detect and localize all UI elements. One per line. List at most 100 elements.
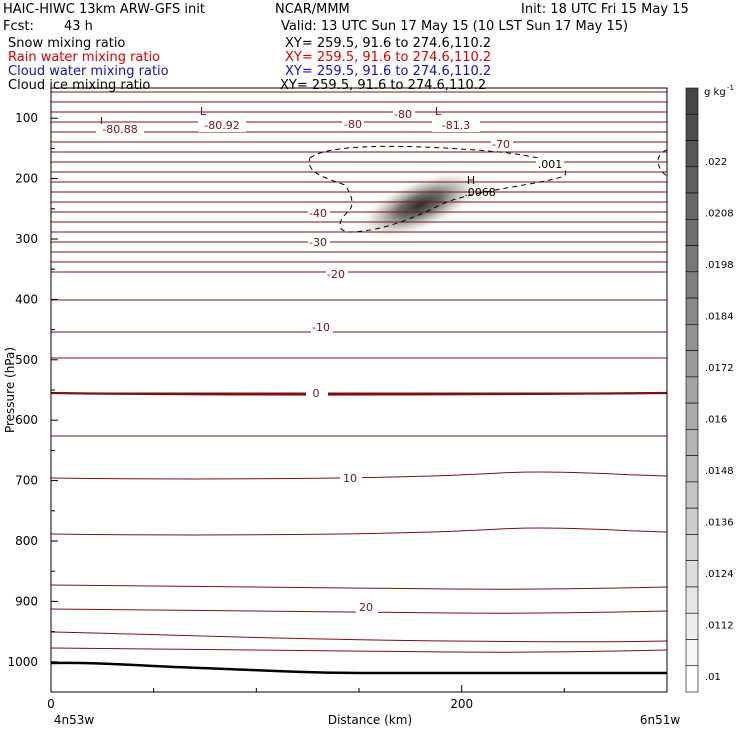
contour-label: -80	[394, 108, 412, 121]
minimum-value: -80.92	[204, 119, 239, 132]
colorbar-swatch	[685, 534, 699, 561]
contour-labels: -80-70-40-30-20-1001020L-80.88L-80.92L-8…	[96, 105, 564, 614]
contour-label-background	[311, 322, 333, 334]
colorbar-label: .0172	[705, 363, 734, 374]
y-tick-label: 800	[15, 534, 38, 548]
y-tick-label: 900	[15, 594, 38, 608]
contour-label-background	[342, 118, 364, 130]
y-tick-label: 1000	[7, 655, 38, 669]
colorbar-swatch	[685, 271, 699, 299]
cloud-contours	[308, 145, 667, 233]
colorbar-swatch	[685, 350, 699, 378]
y-tick-label: 200	[15, 172, 38, 186]
center-title: NCAR/MMM	[275, 2, 350, 17]
temperature-contour-line	[51, 527, 667, 536]
contour-label: 20	[359, 601, 373, 614]
contour-label-background	[340, 473, 362, 485]
x-endpoint-start: 4n53w	[54, 713, 95, 727]
temperature-contour-line	[51, 471, 667, 480]
colorbar-label: .0112	[705, 621, 734, 632]
colorbar-unit: g kg	[704, 87, 726, 98]
y-axis-label: Pressure (hPa)	[3, 347, 17, 433]
colorbar-swatch	[685, 166, 699, 194]
colorbar-swatch	[685, 324, 699, 351]
colorbar-swatch	[685, 113, 699, 141]
forecast-hour: 43 h	[64, 19, 93, 34]
colorbar-swatch	[685, 507, 699, 535]
cloud-contour-label: .001	[538, 158, 563, 171]
contour-label-background	[198, 120, 246, 132]
temperature-contour-line	[51, 584, 667, 590]
contour-label-background	[308, 237, 330, 249]
contour-label-background	[536, 158, 564, 170]
contour-label-background	[491, 139, 513, 151]
minimum-mark: L	[100, 115, 107, 128]
colorbar-swatch	[685, 481, 699, 509]
contour-label: -10	[312, 321, 330, 334]
y-tick-label: 400	[15, 292, 38, 306]
field-rain-xy: XY= 259.5, 91.6 to 274.6,110.2	[285, 50, 492, 65]
contour-label-background	[306, 388, 328, 400]
colorbar-swatch	[685, 87, 699, 115]
field-cloudwater-xy: XY= 259.5, 91.6 to 274.6,110.2	[285, 64, 492, 79]
colorbar-swatch	[685, 219, 699, 246]
colorbar-swatch	[685, 402, 699, 430]
y-tick-label: 600	[15, 413, 38, 427]
colorbar-label: .0184	[705, 312, 734, 323]
valid-time: Valid: 13 UTC Sun 17 May 15 (10 LST Sun …	[281, 19, 629, 34]
temperature-contour-line	[51, 608, 667, 614]
field-snow-xy: XY= 259.5, 91.6 to 274.6,110.2	[285, 36, 492, 51]
contour-label: -80	[344, 118, 362, 131]
contour-label: -20	[327, 268, 345, 281]
contour-label: -30	[309, 236, 327, 249]
cloud-ice-shading	[356, 169, 484, 241]
cloud-contour-main	[308, 145, 567, 233]
colorbar-label: .01	[705, 672, 721, 683]
contour-label-background	[308, 208, 330, 220]
y-tick-label: 500	[15, 353, 38, 367]
cloud-contour-edge	[657, 149, 667, 177]
contour-label: -70	[492, 138, 510, 151]
x-endpoint-end: 6n51w	[640, 713, 681, 727]
contour-label: 10	[343, 472, 357, 485]
terrain-line	[50, 661, 667, 675]
colorbar-label: .0208	[705, 209, 734, 220]
contour-label-background	[356, 602, 378, 614]
field-cloudwater-name: Cloud water mixing ratio	[8, 64, 169, 79]
minimum-value: -81.3	[442, 119, 470, 132]
contour-label-background	[326, 269, 348, 281]
cloud-ice-maximum-shading	[356, 169, 484, 241]
colorbar-swatch	[685, 586, 699, 614]
colorbar-label: .0148	[705, 466, 734, 477]
minimum-mark: L	[200, 105, 207, 118]
colorbar-label: .022	[705, 157, 727, 168]
colorbar-swatch	[685, 140, 699, 168]
x-tick-label: 200	[450, 697, 473, 711]
colorbar-swatch	[685, 376, 699, 404]
field-cloudice-xy: XY= 259.5, 91.6 to 274.6,110.2	[280, 78, 487, 93]
temperature-contour-line	[51, 631, 667, 643]
y-tick-label: 100	[15, 111, 38, 125]
field-snow-name: Snow mixing ratio	[8, 36, 126, 51]
colorbar-swatch	[685, 665, 699, 693]
x-tick-label: 0	[47, 697, 55, 711]
contour-label-background	[393, 109, 415, 121]
colorbar-swatch	[685, 192, 699, 220]
colorbar-swatch	[685, 560, 699, 588]
temperature-contour-line	[51, 647, 667, 653]
minimum-value: -80.88	[102, 123, 137, 136]
y-tick-label: 700	[15, 474, 38, 488]
ice-maximum-value: .0068	[464, 186, 496, 199]
contour-label-background	[432, 120, 480, 132]
contour-label: -40	[309, 207, 327, 220]
model-title: HAIC-HIWC 13km ARW-GFS init	[3, 2, 205, 17]
colorbar: .022 .0208 .0198 .0184 .0172 .016 .0148 .0136 .0…	[685, 84, 734, 693]
colorbar-swatch	[685, 429, 699, 456]
colorbar-swatch	[685, 639, 699, 667]
colorbar-swatch	[685, 297, 699, 325]
y-tick-label: 300	[15, 232, 38, 246]
contour-label: 0	[313, 387, 320, 400]
ice-maximum-mark: H	[467, 174, 475, 187]
